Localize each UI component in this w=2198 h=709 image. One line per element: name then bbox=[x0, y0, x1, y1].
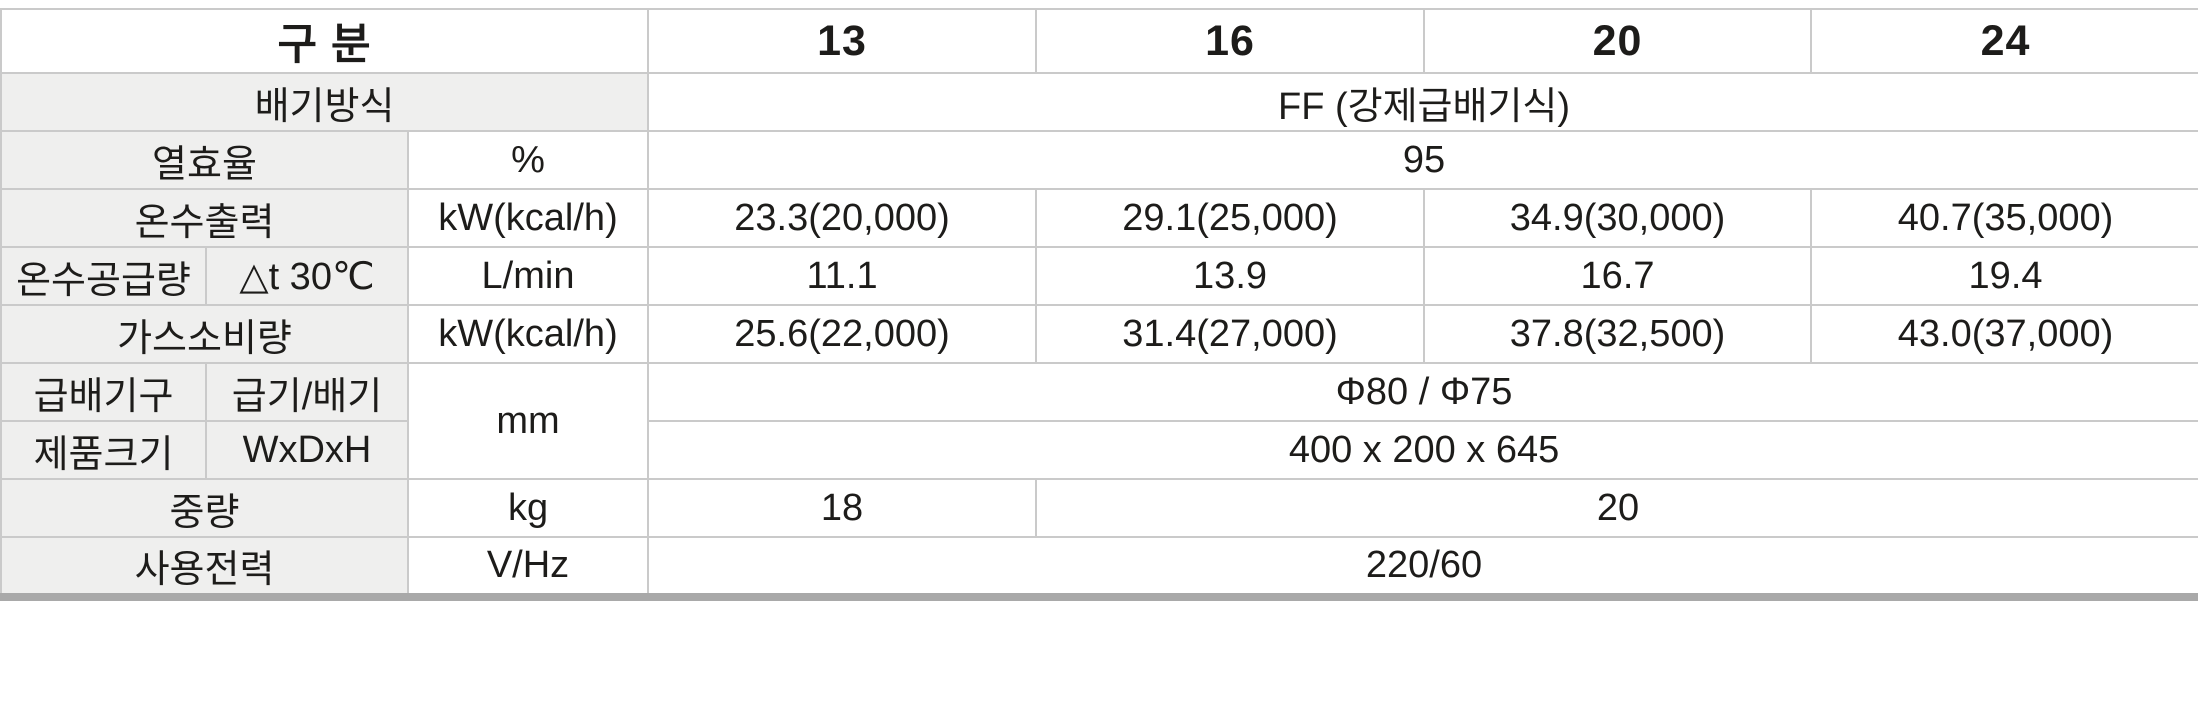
header-model-24: 24 bbox=[1810, 8, 2198, 74]
hot-water-output-20: 34.9(30,000) bbox=[1423, 188, 1813, 248]
hot-water-supply-unit: L/min bbox=[406, 246, 650, 306]
row-dimensions: 제품크기 WxDxH 400 x 200 x 645 bbox=[0, 420, 2198, 480]
hot-water-output-13: 23.3(20,000) bbox=[647, 188, 1038, 248]
power-value: 220/60 bbox=[647, 536, 2198, 601]
hot-water-supply-label: 온수공급량 bbox=[0, 246, 207, 306]
row-hot-water-supply: 온수공급량 △t 30℃ L/min 11.1 13.9 16.7 19.4 bbox=[0, 246, 2198, 306]
row-thermal-efficiency: 열효율 % 95 bbox=[0, 130, 2198, 190]
hot-water-supply-20: 16.7 bbox=[1423, 246, 1813, 306]
hot-water-supply-13: 11.1 bbox=[647, 246, 1038, 306]
exhaust-type-label: 배기방식 bbox=[0, 72, 650, 132]
hot-water-output-16: 29.1(25,000) bbox=[1035, 188, 1426, 248]
hot-water-output-24: 40.7(35,000) bbox=[1810, 188, 2198, 248]
gas-consumption-unit: kW(kcal/h) bbox=[406, 304, 650, 364]
header-category: 구 분 bbox=[0, 8, 650, 74]
gas-consumption-13: 25.6(22,000) bbox=[647, 304, 1038, 364]
dimensions-sublabel: WxDxH bbox=[205, 420, 409, 480]
row-flue: 급배기구 급기/배기 mm Φ80 / Φ75 bbox=[0, 362, 2198, 480]
weight-13: 18 bbox=[647, 478, 1038, 538]
gas-consumption-20: 37.8(32,500) bbox=[1423, 304, 1813, 364]
weight-unit: kg bbox=[406, 478, 650, 538]
dimensions-value: 400 x 200 x 645 bbox=[647, 420, 2198, 480]
hot-water-supply-sublabel: △t 30℃ bbox=[205, 246, 409, 306]
header-model-16: 16 bbox=[1035, 8, 1426, 74]
hot-water-supply-16: 13.9 bbox=[1035, 246, 1426, 306]
flue-sublabel: 급기/배기 bbox=[205, 362, 409, 422]
gas-consumption-16: 31.4(27,000) bbox=[1035, 304, 1426, 364]
weight-label: 중량 bbox=[0, 478, 409, 538]
hot-water-output-unit: kW(kcal/h) bbox=[406, 188, 650, 248]
weight-16-24: 20 bbox=[1035, 478, 2198, 538]
row-gas-consumption: 가스소비량 kW(kcal/h) 25.6(22,000) 31.4(27,00… bbox=[0, 304, 2198, 364]
hot-water-output-label: 온수출력 bbox=[0, 188, 409, 248]
hot-water-supply-24: 19.4 bbox=[1810, 246, 2198, 306]
flue-dimensions-unit: mm bbox=[406, 362, 650, 480]
power-unit: V/Hz bbox=[406, 536, 650, 601]
header-row: 구 분 13 16 20 24 bbox=[0, 8, 2198, 74]
row-power: 사용전력 V/Hz 220/60 bbox=[0, 536, 2198, 601]
header-model-20: 20 bbox=[1423, 8, 1813, 74]
gas-consumption-label: 가스소비량 bbox=[0, 304, 409, 364]
thermal-efficiency-unit: % bbox=[406, 130, 650, 190]
exhaust-type-value: FF (강제급배기식) bbox=[647, 72, 2198, 132]
dimensions-label: 제품크기 bbox=[0, 420, 207, 480]
thermal-efficiency-label: 열효율 bbox=[0, 130, 409, 190]
flue-label: 급배기구 bbox=[0, 362, 207, 422]
row-hot-water-output: 온수출력 kW(kcal/h) 23.3(20,000) 29.1(25,000… bbox=[0, 188, 2198, 248]
spec-table: 구 분 13 16 20 24 배기방식 FF (강제급배기식) 열효율 % 9… bbox=[0, 8, 2198, 601]
gas-consumption-24: 43.0(37,000) bbox=[1810, 304, 2198, 364]
power-label: 사용전력 bbox=[0, 536, 409, 601]
flue-value: Φ80 / Φ75 bbox=[647, 362, 2198, 422]
row-weight: 중량 kg 18 20 bbox=[0, 478, 2198, 538]
header-model-13: 13 bbox=[647, 8, 1038, 74]
thermal-efficiency-value: 95 bbox=[647, 130, 2198, 190]
row-exhaust-type: 배기방식 FF (강제급배기식) bbox=[0, 72, 2198, 132]
